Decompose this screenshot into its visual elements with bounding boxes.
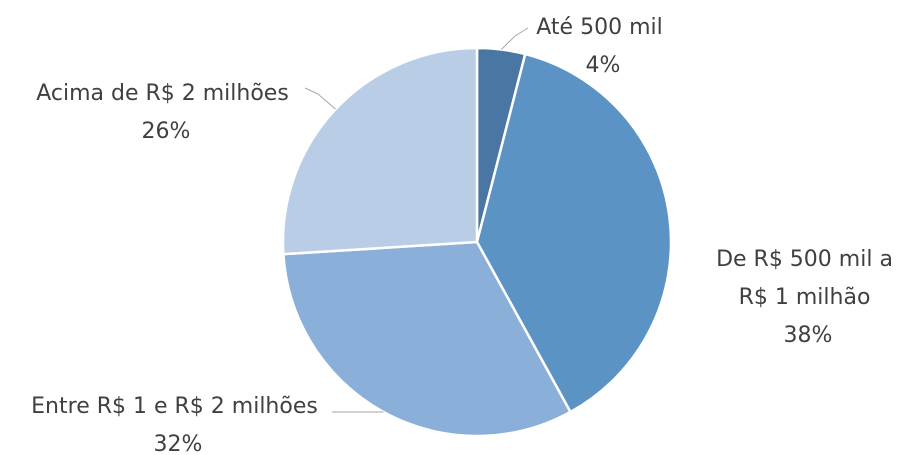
slice-label-line: De R$ 500 mil a (716, 247, 893, 272)
leader-line-3 (304, 87, 336, 110)
slice-percent-label: 4% (586, 53, 621, 78)
slice-label-entre-1-e-2-milhoes: Entre R$ 1 e R$ 2 milhões 32% (31, 394, 325, 455)
slice-label-acima-2-milhoes: Acima de R$ 2 milhões 26% (36, 81, 296, 144)
leader-lines (304, 27, 529, 413)
slice-label-ate-500-mil: Até 500 mil 4% (536, 15, 669, 78)
slice-percent-label: 38% (784, 323, 833, 348)
slice-percent-label: 26% (142, 119, 191, 144)
slice-label-line: R$ 1 milhão (739, 285, 871, 310)
slice-label-line: Até 500 mil (536, 15, 662, 40)
pie-slices (281, 46, 673, 438)
pie-slice-1 (475, 52, 673, 414)
slice-percent-label: 32% (154, 432, 203, 455)
pie-slice-3 (281, 46, 479, 256)
slice-label-500mil-1milhao: De R$ 500 mil a R$ 1 milhão 38% (716, 247, 900, 348)
leader-line-0 (500, 27, 529, 50)
slice-label-line: Acima de R$ 2 milhões (36, 81, 289, 106)
slice-label-line: Entre R$ 1 e R$ 2 milhões (31, 394, 318, 419)
